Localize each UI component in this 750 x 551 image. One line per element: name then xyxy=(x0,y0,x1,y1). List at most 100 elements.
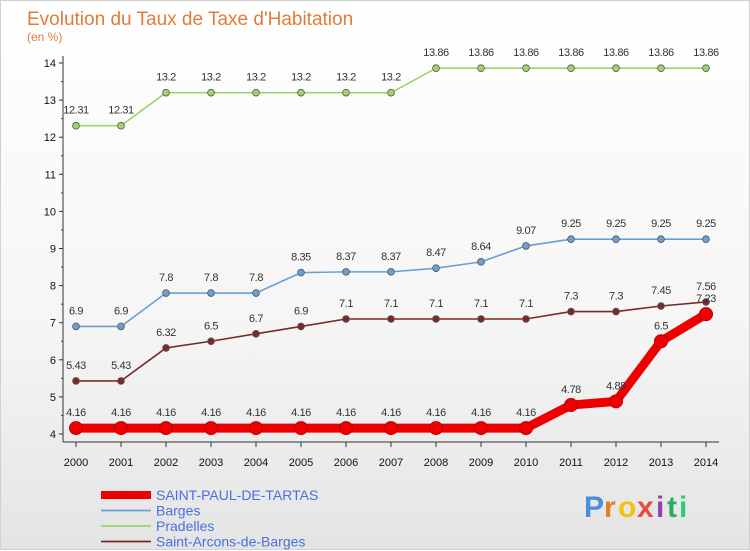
data-point xyxy=(252,88,260,97)
data-point xyxy=(429,421,443,436)
data-point xyxy=(72,121,80,130)
data-label: 13.2 xyxy=(291,72,311,84)
chart-title: Evolution du Taux de Taxe d'Habitation xyxy=(27,9,353,30)
x-tick-label: 2014 xyxy=(694,457,718,469)
data-label: 9.25 xyxy=(651,218,671,230)
data-point xyxy=(477,64,485,72)
data-point xyxy=(207,289,215,297)
logo-letter: o xyxy=(618,491,636,524)
data-label: 7.1 xyxy=(429,298,443,310)
logo-letter: t xyxy=(667,491,677,524)
data-point xyxy=(387,315,395,323)
data-label: 13.86 xyxy=(513,47,539,59)
data-point xyxy=(117,121,125,130)
y-tick-label: 13 xyxy=(44,95,56,107)
data-point xyxy=(114,421,128,436)
data-point xyxy=(477,258,485,266)
data-point xyxy=(342,315,350,323)
data-point xyxy=(342,88,350,97)
x-tick-label: 2006 xyxy=(334,457,358,469)
y-tick-label: 12 xyxy=(44,132,56,144)
logo-letter: r xyxy=(604,491,616,524)
data-label: 13.86 xyxy=(558,47,584,59)
data-point xyxy=(117,377,125,385)
x-tick-label: 2011 xyxy=(559,457,583,469)
data-label: 13.86 xyxy=(693,47,719,59)
data-label: 13.2 xyxy=(156,72,176,84)
data-label: 13.86 xyxy=(468,47,494,59)
data-label: 6.7 xyxy=(249,313,263,325)
legend: SAINT-PAUL-DE-TARTASBargesPradellesSaint… xyxy=(101,487,318,550)
y-tick-label: 7 xyxy=(50,318,56,330)
data-label: 7.1 xyxy=(519,298,533,310)
logo-letter: x xyxy=(637,491,654,524)
data-label: 8.47 xyxy=(426,247,446,259)
data-label: 5.43 xyxy=(66,360,86,372)
data-point xyxy=(207,88,215,97)
data-label: 4.16 xyxy=(426,407,446,419)
data-label: 4.16 xyxy=(111,407,131,419)
data-point xyxy=(474,421,488,436)
data-point xyxy=(297,322,305,331)
data-point xyxy=(702,64,710,72)
x-tick-label: 2012 xyxy=(604,457,628,469)
data-labels: 12.31 12.31 13.2 13.2 13.2 13.2 13.2 13.2 13.86 1… xyxy=(63,47,719,419)
data-point xyxy=(342,268,350,276)
y-tick-label: 8 xyxy=(50,281,56,293)
series-lines xyxy=(76,67,709,433)
data-point xyxy=(297,268,305,277)
x-tick-label: 2000 xyxy=(64,457,88,469)
legend-label: Saint-Arcons-de-Barges xyxy=(156,534,305,550)
data-point xyxy=(117,322,125,331)
data-point xyxy=(612,235,620,244)
data-point xyxy=(69,421,83,436)
data-label: 7.8 xyxy=(159,272,173,284)
logo-letter: i xyxy=(656,491,664,524)
data-label: 13.86 xyxy=(648,47,674,59)
data-point xyxy=(657,302,665,310)
axes: 4 5 6 7 8 9 10 11 12 13 14 2000 2001 2002 2003 2004 2005… xyxy=(44,56,719,469)
data-label: 6.9 xyxy=(69,305,83,317)
data-point xyxy=(609,394,623,409)
data-point xyxy=(432,264,440,272)
data-point xyxy=(567,64,575,72)
logo-letter: P xyxy=(584,491,604,524)
data-label: 4.88 xyxy=(606,380,626,392)
x-tick-label: 2009 xyxy=(469,457,493,469)
data-label: 4.16 xyxy=(246,407,266,419)
data-label: 6.32 xyxy=(156,327,176,339)
y-tick-label: 11 xyxy=(45,169,56,181)
data-label: 4.16 xyxy=(156,407,176,419)
logo-letter: i xyxy=(679,491,687,524)
data-label: 4.16 xyxy=(471,407,491,419)
data-point xyxy=(339,421,353,436)
data-point xyxy=(657,64,665,72)
data-label: 9.25 xyxy=(561,218,581,230)
data-point xyxy=(702,235,710,244)
data-label: 6.5 xyxy=(204,320,218,332)
data-point xyxy=(522,315,530,323)
data-label: 13.86 xyxy=(423,47,449,59)
data-point xyxy=(564,398,578,413)
data-point xyxy=(522,242,530,250)
data-label: 8.64 xyxy=(471,241,491,253)
data-label: 4.16 xyxy=(516,407,536,419)
data-label: 7.56 xyxy=(696,281,716,293)
data-label: 12.31 xyxy=(63,105,89,117)
data-label: 9.07 xyxy=(516,225,536,237)
data-label: 9.25 xyxy=(606,218,626,230)
data-label: 7.8 xyxy=(249,272,263,284)
data-point xyxy=(654,334,668,349)
data-point xyxy=(162,289,170,297)
data-label: 12.31 xyxy=(108,105,134,117)
legend-label: Pradelles xyxy=(156,518,214,534)
data-label: 4.16 xyxy=(201,407,221,419)
data-label: 7.45 xyxy=(651,285,671,297)
data-point xyxy=(522,64,530,72)
data-label: 8.35 xyxy=(291,252,311,264)
x-tick-label: 2010 xyxy=(514,457,538,469)
data-label: 13.2 xyxy=(381,72,401,84)
data-point xyxy=(384,421,398,436)
y-tick-label: 5 xyxy=(50,392,56,404)
